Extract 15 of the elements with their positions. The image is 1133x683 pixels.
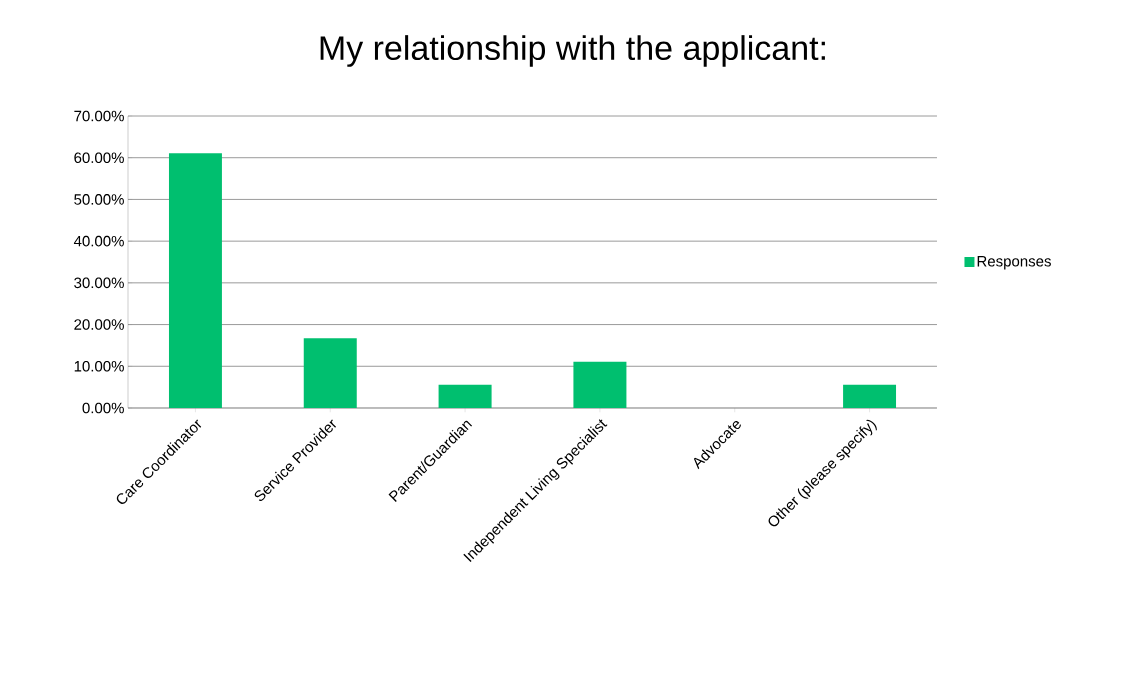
y-tick-label: 40.00% xyxy=(73,235,124,247)
y-tick-label: 10.00% xyxy=(74,360,124,372)
y-tick-label: 50.00% xyxy=(74,194,124,205)
bar xyxy=(168,153,222,408)
y-tick-label: 30.00% xyxy=(74,277,124,289)
legend-label: Responses xyxy=(977,256,1051,270)
bar xyxy=(573,361,627,408)
y-tick-label: 20.00% xyxy=(74,319,124,330)
bar xyxy=(438,384,492,408)
bar xyxy=(303,338,357,408)
bar xyxy=(843,384,897,408)
y-tick-label: 70.00% xyxy=(74,110,124,122)
chart-title: My relationship with the applicant: xyxy=(320,35,825,67)
y-tick-label: 0.00% xyxy=(82,402,124,414)
y-tick-label: 60.00% xyxy=(74,152,124,164)
